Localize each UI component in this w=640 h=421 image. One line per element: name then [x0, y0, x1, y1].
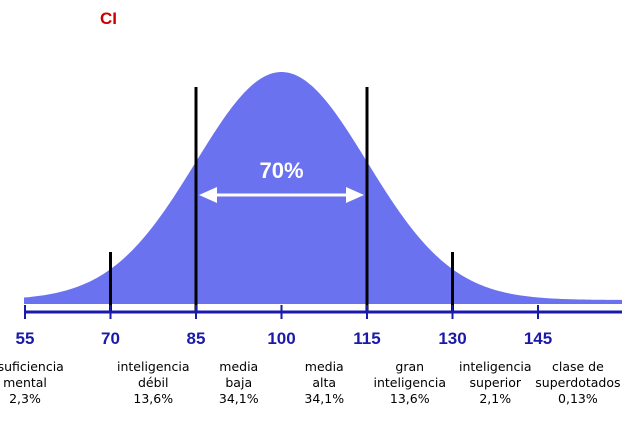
category-name-line: inteligencia — [117, 359, 190, 374]
category-name-line: débil — [138, 375, 169, 390]
category-label-1: insuficienciamental2,3% — [0, 359, 64, 406]
x-tick-label-55: 55 — [16, 329, 35, 348]
category-labels-layer: insuficienciamental2,3%inteligenciadébil… — [0, 359, 621, 406]
category-name-line: baja — [225, 375, 252, 390]
marker-lines-layer — [109, 87, 454, 312]
distribution-area — [24, 72, 622, 304]
category-name-line: insuficiencia — [0, 359, 64, 374]
category-percentage: 13,6% — [390, 391, 430, 406]
x-tick-label-70: 70 — [101, 329, 120, 348]
category-name-line: superdotados — [535, 375, 620, 390]
category-name-line: alta — [312, 375, 336, 390]
category-percentage: 2,3% — [9, 391, 41, 406]
band-annotation-layer: 70% — [199, 158, 364, 203]
curve-area-layer — [24, 72, 622, 304]
x-tick-label-85: 85 — [187, 329, 206, 348]
band-arrowhead-right — [346, 187, 364, 203]
category-name-line: inteligencia — [459, 359, 532, 374]
x-axis: 55 70 85 100 115 130 145 — [16, 305, 622, 348]
category-name-line: media — [305, 359, 344, 374]
category-percentage: 13,6% — [133, 391, 173, 406]
category-percentage: 34,1% — [304, 391, 344, 406]
band-percentage-label: 70% — [259, 158, 303, 183]
x-tick-label-130: 130 — [438, 329, 466, 348]
category-name-line: gran — [395, 359, 424, 374]
category-percentage: 0,13% — [558, 391, 598, 406]
category-name-line: mental — [3, 375, 47, 390]
x-tick-label-145: 145 — [524, 329, 552, 348]
category-name-line: clase de — [552, 359, 604, 374]
category-percentage: 2,1% — [479, 391, 511, 406]
x-tick-label-115: 115 — [353, 329, 380, 348]
category-name-line: media — [219, 359, 258, 374]
category-name-line: superior — [470, 375, 522, 390]
category-percentage: 34,1% — [219, 391, 259, 406]
category-name-line: inteligencia — [374, 375, 447, 390]
x-tick-label-100: 100 — [267, 329, 295, 348]
chart-title: CI — [100, 9, 117, 28]
band-arrowhead-left — [199, 187, 217, 203]
